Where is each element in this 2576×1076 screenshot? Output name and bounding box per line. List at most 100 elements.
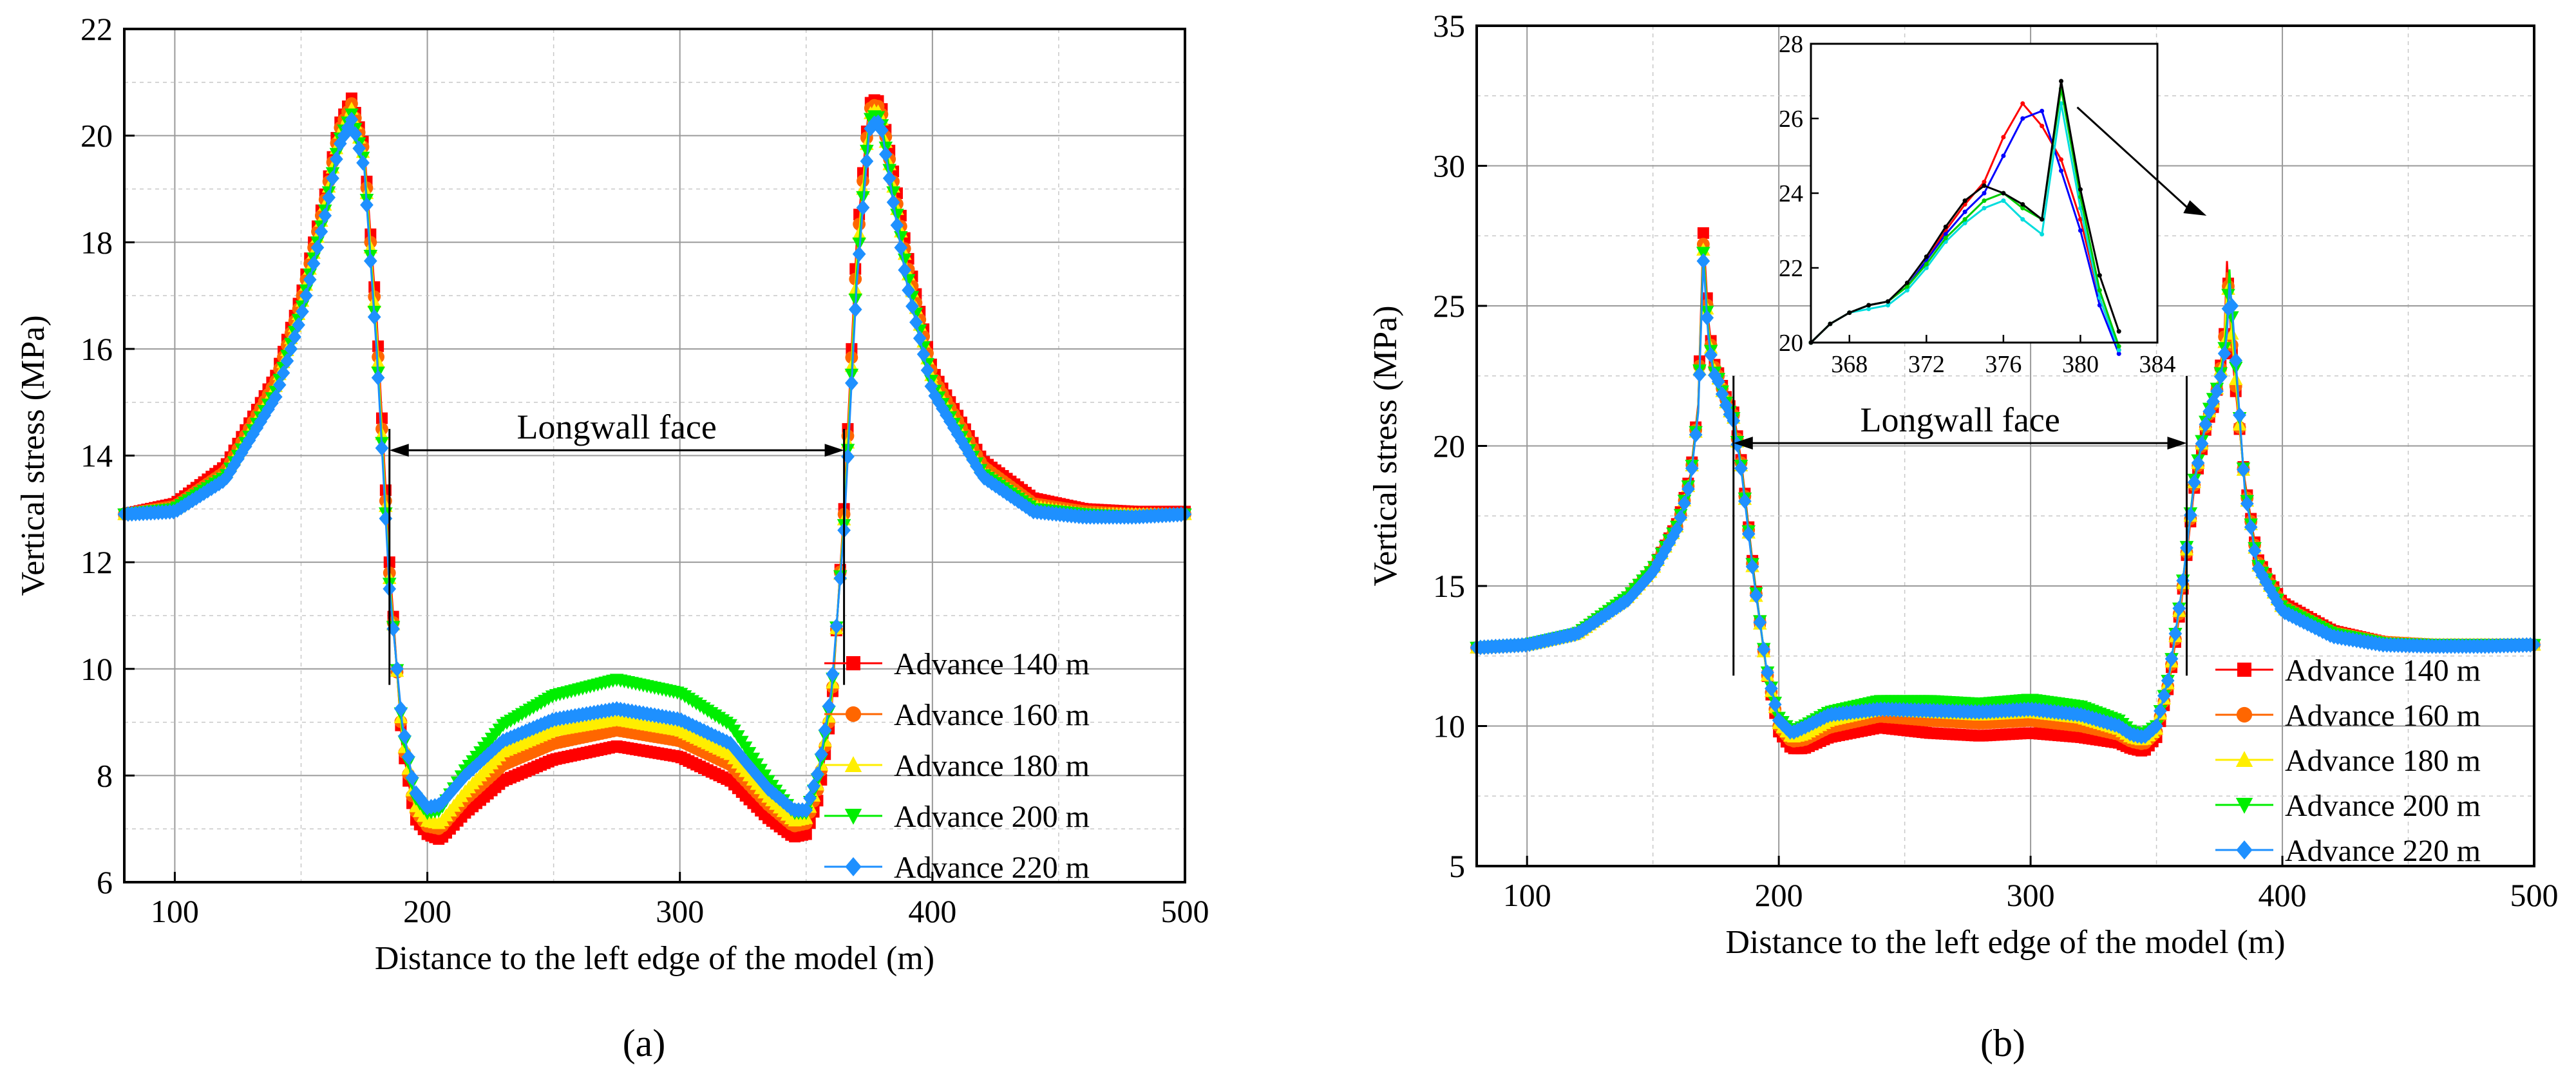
data-point — [1685, 460, 1699, 477]
data-point — [1692, 366, 1707, 382]
panel-b-label: (b) — [1980, 1022, 2025, 1064]
data-point — [2237, 462, 2250, 478]
data-point — [829, 618, 844, 634]
inset-y-tick-label: 24 — [1779, 180, 1803, 207]
x-tick-label: 300 — [656, 893, 704, 929]
inset-data-point — [2078, 217, 2083, 222]
data-point — [216, 473, 230, 489]
data-point — [856, 200, 870, 216]
inset-data-point — [2040, 217, 2045, 222]
data-point — [1700, 310, 1714, 326]
data-point — [2229, 352, 2243, 368]
data-point — [269, 389, 283, 405]
data-point — [894, 231, 908, 245]
data-point — [2195, 435, 2209, 452]
data-point — [367, 309, 381, 325]
x-axis-label: Distance to the left edge of the model (… — [1725, 924, 2285, 961]
data-point — [375, 440, 389, 457]
legend-marker — [844, 809, 862, 825]
legend-item: Advance 160 m — [2215, 699, 2481, 733]
data-point — [310, 240, 325, 256]
data-point — [811, 766, 824, 782]
legend-item: Advance 140 m — [2215, 654, 2481, 688]
y-axis-label: Vertical stress (MPa) — [15, 315, 52, 596]
series-a-5 — [117, 111, 1192, 818]
legend-label: Advance 140 m — [2285, 654, 2481, 688]
data-point — [1696, 253, 1710, 269]
inset-data-point — [2040, 232, 2045, 237]
inset-data-point — [2059, 79, 2064, 84]
longwall-face-label: Longwall face — [1860, 401, 2060, 439]
y-tick-label: 20 — [80, 118, 113, 154]
chart-panel-a: 100 200 300 400 500 6 8 10 12 14 16 18 20 22 Distance … — [15, 11, 1209, 977]
legend-label: Advance 160 m — [2285, 699, 2481, 733]
legend-marker — [2236, 706, 2253, 723]
inset-data-point — [2020, 116, 2025, 121]
y-tick-label: 14 — [80, 438, 113, 474]
data-point — [322, 189, 336, 205]
data-point — [920, 362, 934, 379]
inset-data-point — [2020, 205, 2025, 211]
x-tick-label: 400 — [908, 893, 956, 929]
y-tick-label: 10 — [80, 651, 113, 687]
x-tick-label: 400 — [2259, 877, 2307, 913]
data-point — [1757, 641, 1771, 657]
data-point — [2191, 455, 2205, 471]
inset-data-point — [1982, 183, 1987, 188]
y-tick-label: 35 — [1433, 8, 1465, 44]
data-point — [284, 341, 298, 357]
data-point — [800, 828, 812, 840]
inset-data-point — [1904, 284, 1909, 289]
x-tick-label: 300 — [2007, 877, 2055, 913]
inset-x-tick-label: 380 — [2062, 351, 2099, 378]
data-point — [2150, 718, 2163, 734]
legend-label: Advance 220 m — [894, 851, 1090, 885]
x-tick-label: 200 — [403, 893, 451, 929]
data-point — [886, 194, 900, 211]
y-tick-label: 8 — [97, 757, 113, 793]
data-point — [878, 146, 893, 162]
data-point — [1765, 681, 1778, 697]
data-point — [2187, 474, 2201, 491]
legend-marker — [2237, 663, 2251, 677]
data-point — [318, 207, 332, 223]
data-point — [943, 413, 957, 429]
data-point — [1711, 373, 1725, 390]
data-point — [288, 329, 302, 345]
inset-data-point — [2001, 135, 2006, 140]
data-point — [2199, 416, 2213, 433]
inset-y-tick-label: 20 — [1779, 330, 1803, 357]
panel-a-label: (a) — [623, 1022, 666, 1064]
legend-label: Advance 200 m — [894, 800, 1090, 834]
legend-label: Advance 180 m — [894, 749, 1090, 783]
chart-panel-b: 100 200 300 400 500 5 10 15 20 25 30 35 Distance to … — [1367, 8, 2559, 961]
longwall-face-label: Longwall face — [517, 408, 717, 446]
legend-item: Advance 200 m — [824, 800, 1090, 834]
data-point — [348, 126, 363, 142]
legend-marker — [2235, 798, 2253, 814]
inset-data-point — [2040, 108, 2045, 113]
data-point — [356, 155, 370, 171]
data-point — [958, 439, 972, 455]
data-point — [803, 790, 817, 806]
legend-marker — [845, 857, 862, 876]
inset-chart: 368 372 376 380 384 20 22 24 26 28 — [1779, 31, 2207, 378]
data-point — [2168, 625, 2183, 642]
inset-data-point — [2116, 351, 2121, 356]
data-point — [970, 458, 983, 475]
data-point — [401, 749, 415, 765]
inset-data-point — [2078, 228, 2083, 233]
y-tick-label: 10 — [1433, 708, 1465, 744]
data-point — [852, 246, 866, 262]
data-point — [2213, 368, 2228, 384]
inset-data-point — [1943, 224, 1948, 229]
legend-item: Advance 180 m — [824, 749, 1090, 783]
inset-data-point — [1904, 288, 1909, 293]
data-point — [2210, 383, 2224, 399]
data-point — [905, 298, 919, 314]
data-point — [1704, 346, 1718, 363]
inset-data-point — [1982, 205, 1987, 211]
data-point — [1678, 495, 1691, 511]
data-point — [2157, 688, 2171, 704]
